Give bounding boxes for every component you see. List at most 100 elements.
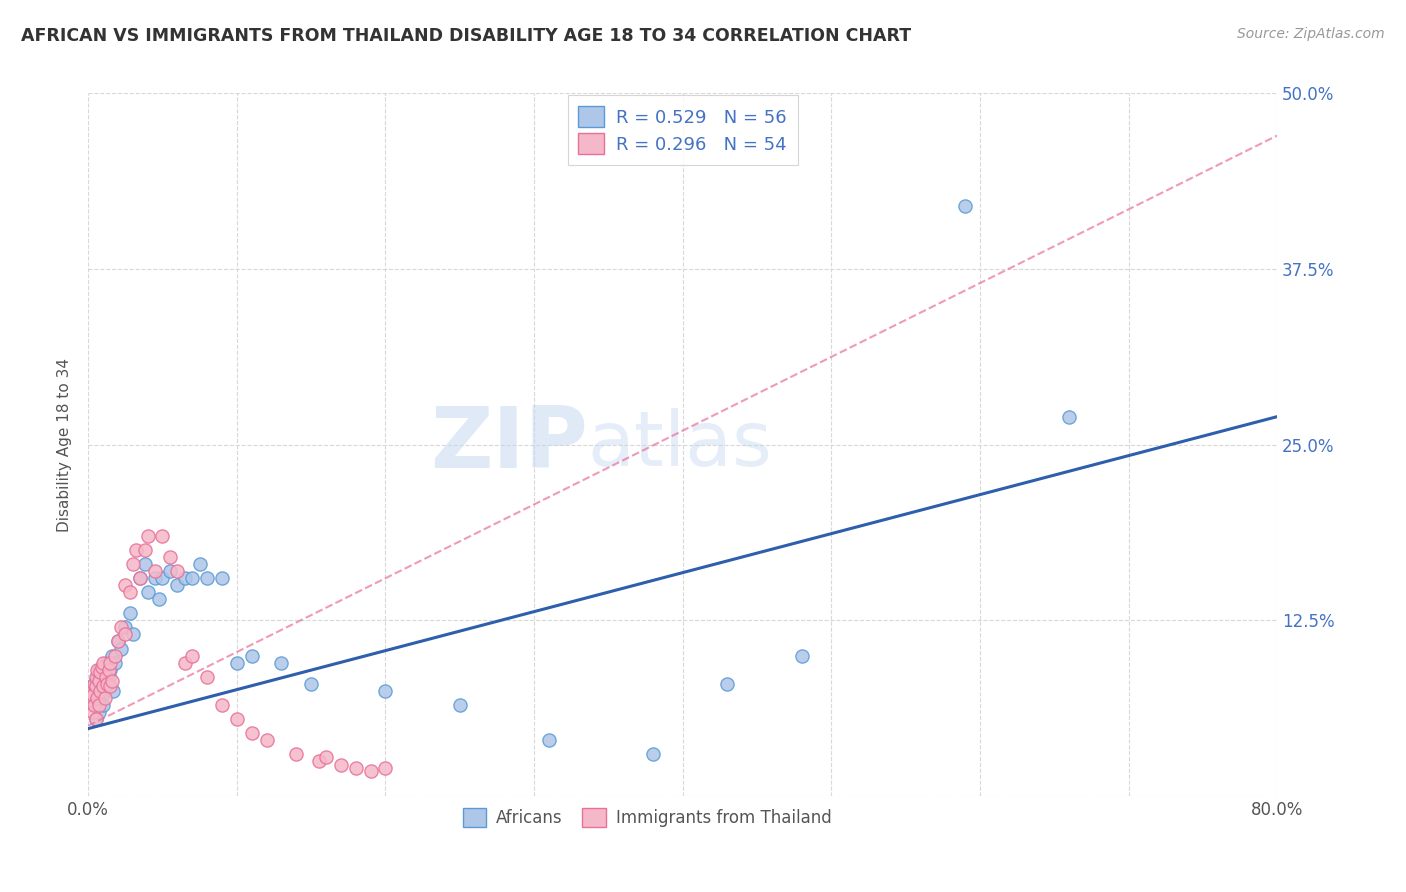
Point [159, 550, 181, 565]
Point [80, 693, 103, 707]
Point [91, 680, 114, 694]
Point [87, 705, 110, 719]
Point [110, 620, 132, 634]
Point [104, 648, 127, 663]
Point [107, 634, 129, 648]
Point [89, 683, 111, 698]
Point [285, 747, 308, 761]
Point [86, 690, 108, 705]
Point [152, 529, 174, 543]
Point [97, 663, 120, 677]
Point [195, 571, 218, 585]
Point [374, 761, 396, 775]
Point [125, 543, 148, 558]
Point [84, 673, 107, 688]
Point [114, 620, 136, 634]
Point [121, 557, 143, 571]
Point [91, 665, 114, 680]
Point [181, 648, 204, 663]
Point [86, 663, 108, 677]
Point [90, 676, 112, 690]
Point [134, 543, 156, 558]
Point [82, 688, 104, 702]
Point [211, 698, 233, 712]
Point [299, 676, 322, 690]
Point [537, 732, 560, 747]
Point [90, 660, 112, 674]
Point [96, 676, 118, 690]
Point [96, 656, 118, 670]
Point [97, 670, 120, 684]
Point [84, 712, 107, 726]
Point [211, 571, 233, 585]
Point [87, 673, 110, 688]
Point [83, 676, 105, 690]
Point [118, 585, 141, 599]
Point [89, 693, 111, 707]
Point [181, 571, 204, 585]
Point [84, 680, 107, 694]
Point [107, 634, 129, 648]
Point [83, 698, 105, 712]
Point [89, 683, 111, 698]
Point [148, 592, 170, 607]
Legend: Africans, Immigrants from Thailand: Africans, Immigrants from Thailand [456, 801, 838, 833]
Point [82, 688, 104, 702]
Point [641, 747, 664, 761]
Point [716, 676, 738, 690]
Point [80, 693, 103, 707]
Point [110, 641, 132, 656]
Point [225, 712, 247, 726]
Point [344, 761, 367, 775]
Point [86, 690, 108, 705]
Point [94, 680, 117, 694]
Point [188, 557, 211, 571]
Point [152, 571, 174, 585]
Point [166, 564, 188, 578]
Point [329, 758, 352, 772]
Point [449, 698, 471, 712]
Y-axis label: Disability Age 18 to 34: Disability Age 18 to 34 [58, 358, 72, 532]
Point [103, 683, 125, 698]
Point [134, 557, 156, 571]
Point [159, 564, 181, 578]
Point [87, 663, 110, 677]
Point [83, 676, 105, 690]
Point [118, 607, 141, 621]
Point [240, 726, 263, 740]
Point [143, 564, 166, 578]
Point [93, 690, 115, 705]
Point [308, 754, 330, 768]
Point [173, 656, 195, 670]
Point [80, 683, 103, 698]
Point [89, 665, 111, 680]
Point [143, 571, 166, 585]
Point [100, 663, 122, 677]
Point [225, 656, 247, 670]
Text: Source: ZipAtlas.com: Source: ZipAtlas.com [1237, 27, 1385, 41]
Point [93, 660, 115, 674]
Point [91, 656, 114, 670]
Point [129, 571, 152, 585]
Text: ZIP: ZIP [430, 403, 588, 486]
Point [82, 680, 104, 694]
Point [101, 648, 124, 663]
Point [195, 670, 218, 684]
Point [790, 648, 813, 663]
Point [136, 585, 159, 599]
Point [90, 688, 112, 702]
Point [1057, 409, 1080, 424]
Point [84, 712, 107, 726]
Point [240, 648, 263, 663]
Point [91, 698, 114, 712]
Point [82, 705, 104, 719]
Point [84, 683, 107, 698]
Point [315, 749, 337, 764]
Point [270, 656, 292, 670]
Point [104, 656, 127, 670]
Point [360, 764, 382, 778]
Point [129, 571, 152, 585]
Text: AFRICAN VS IMMIGRANTS FROM THAILAND DISABILITY AGE 18 TO 34 CORRELATION CHART: AFRICAN VS IMMIGRANTS FROM THAILAND DISA… [21, 27, 911, 45]
Point [374, 683, 396, 698]
Point [136, 529, 159, 543]
